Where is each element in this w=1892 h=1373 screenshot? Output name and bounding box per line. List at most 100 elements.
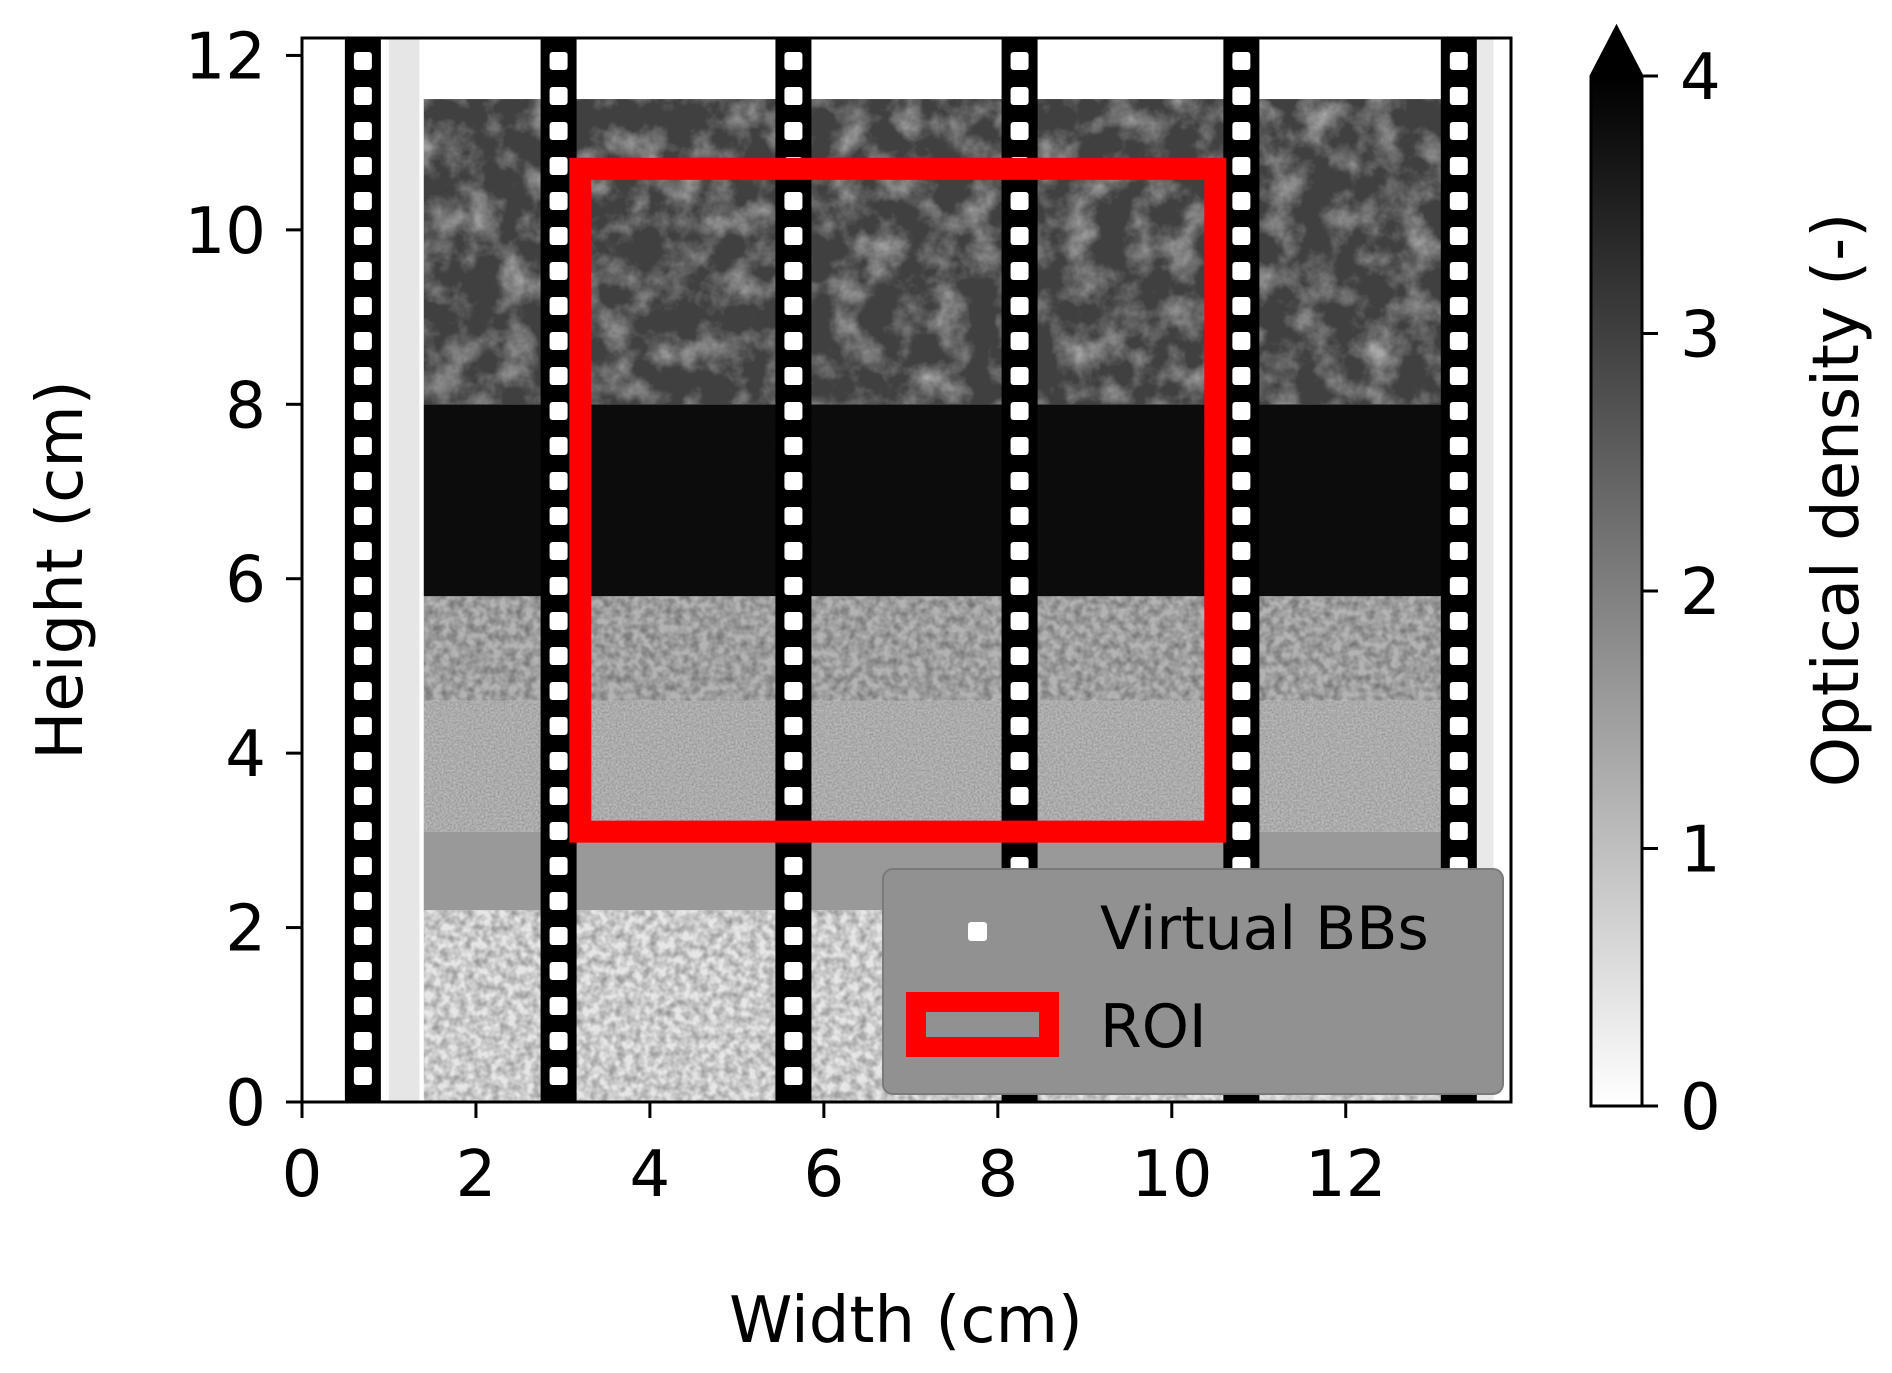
bb-marker	[1010, 437, 1029, 455]
bb-marker	[784, 752, 803, 770]
bb-marker	[1232, 122, 1251, 140]
y-tick-label: 8	[225, 369, 266, 443]
bb-marker	[784, 1067, 803, 1085]
bb-marker	[784, 437, 803, 455]
bb-marker	[1232, 472, 1251, 490]
bb-marker	[784, 682, 803, 700]
bb-marker	[1449, 262, 1468, 280]
bb-marker	[1010, 577, 1029, 595]
x-tick-label: 12	[1305, 1138, 1386, 1212]
y-axis-label: Height (cm)	[24, 380, 98, 759]
bb-marker	[1010, 787, 1029, 805]
x-axis-ticks: 0 2 4 6 8 10 12	[282, 1102, 1386, 1212]
bb-marker	[1232, 577, 1251, 595]
colorbar-gradient	[1591, 76, 1642, 1106]
bb-marker	[353, 997, 372, 1015]
legend-bb-marker	[968, 922, 987, 941]
bb-marker	[549, 787, 568, 805]
bb-marker	[1449, 297, 1468, 315]
bb-marker	[1232, 542, 1251, 560]
bb-marker	[549, 682, 568, 700]
bb-marker	[353, 857, 372, 875]
bb-marker	[784, 577, 803, 595]
bb-marker	[1010, 52, 1029, 70]
bb-marker	[353, 227, 372, 245]
y-tick-label: 6	[225, 544, 266, 618]
bb-marker	[1232, 682, 1251, 700]
bb-marker	[549, 262, 568, 280]
bb-marker	[353, 367, 372, 385]
x-tick-label: 8	[977, 1138, 1018, 1212]
y-tick-label: 10	[185, 195, 266, 269]
colorbar-tick-label: 3	[1680, 299, 1721, 373]
bb-marker	[1232, 87, 1251, 105]
bb-marker	[353, 682, 372, 700]
legend-label-virtual-bbs: Virtual BBs	[1100, 894, 1429, 964]
bb-marker	[1232, 507, 1251, 525]
bb-marker	[1010, 542, 1029, 560]
x-axis-label: Width (cm)	[729, 1284, 1083, 1358]
bb-marker	[353, 927, 372, 945]
bb-marker	[784, 542, 803, 560]
bb-marker	[353, 472, 372, 490]
virtual-bb-columns	[344, 38, 1477, 1102]
bb-marker	[1449, 472, 1468, 490]
bb-marker	[784, 997, 803, 1015]
colorbar-tick-label: 1	[1680, 814, 1721, 888]
bb-marker	[784, 647, 803, 665]
bb-marker	[784, 892, 803, 910]
legend: Virtual BBs ROI	[882, 868, 1504, 1095]
bb-marker	[1232, 367, 1251, 385]
bb-marker	[784, 962, 803, 980]
bb-marker	[549, 997, 568, 1015]
bb-marker	[353, 647, 372, 665]
bb-marker	[353, 1032, 372, 1050]
image-layer-texture	[423, 700, 1477, 832]
bb-marker	[784, 787, 803, 805]
bb-marker	[1449, 87, 1468, 105]
bb-marker	[1010, 332, 1029, 350]
bb-marker	[784, 927, 803, 945]
bb-marker	[353, 1067, 372, 1085]
bb-marker	[1010, 192, 1029, 210]
bb-marker	[549, 472, 568, 490]
bb-marker	[1010, 122, 1029, 140]
colorbar-tick-label: 2	[1680, 556, 1721, 630]
bb-marker	[1232, 192, 1251, 210]
bb-column	[775, 38, 812, 1102]
bb-marker	[1010, 717, 1029, 735]
bb-marker	[1010, 262, 1029, 280]
bb-marker	[784, 192, 803, 210]
bb-marker	[549, 577, 568, 595]
bb-marker	[353, 297, 372, 315]
colorbar-tick-label: 4	[1680, 41, 1721, 115]
bb-marker	[784, 262, 803, 280]
x-tick-label: 2	[456, 1138, 497, 1212]
bb-marker	[549, 507, 568, 525]
bb-marker	[784, 472, 803, 490]
bb-marker	[353, 752, 372, 770]
bb-marker	[549, 822, 568, 840]
bb-marker	[1449, 717, 1468, 735]
bb-marker	[784, 297, 803, 315]
bb-marker	[549, 927, 568, 945]
bb-marker	[353, 402, 372, 420]
bb-marker	[353, 787, 372, 805]
bb-marker	[1232, 612, 1251, 630]
bb-marker	[1449, 52, 1468, 70]
bb-marker	[784, 1032, 803, 1050]
roi-rectangle	[569, 157, 1227, 843]
bb-marker	[353, 507, 372, 525]
bb-marker	[1449, 437, 1468, 455]
bb-marker	[353, 962, 372, 980]
bb-marker	[1449, 647, 1468, 665]
bb-marker	[1449, 542, 1468, 560]
bb-marker	[549, 87, 568, 105]
bb-marker	[549, 157, 568, 175]
bb-marker	[353, 87, 372, 105]
bb-marker	[1449, 157, 1468, 175]
bb-marker	[353, 157, 372, 175]
bb-marker	[353, 542, 372, 560]
y-tick-label: 0	[225, 1067, 266, 1141]
bb-marker	[1232, 262, 1251, 280]
